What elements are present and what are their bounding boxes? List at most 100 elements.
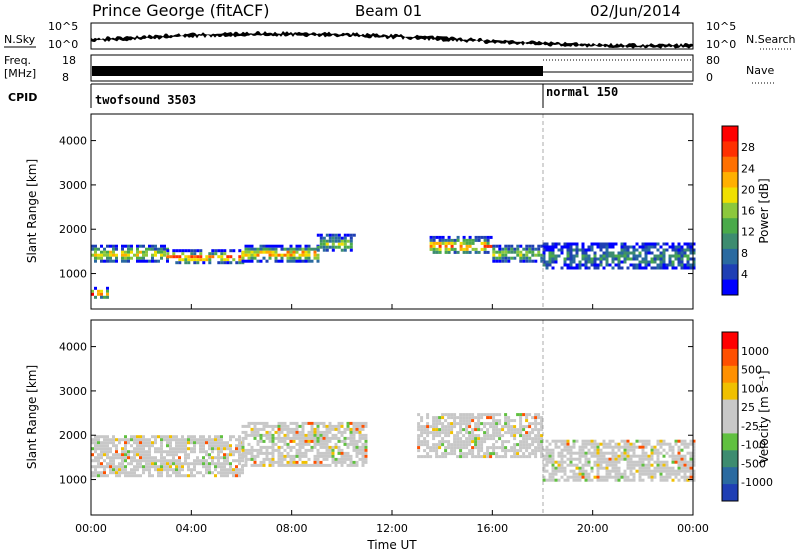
velocity-cell xyxy=(325,457,329,461)
power-cell xyxy=(456,250,460,254)
power-cell xyxy=(492,256,496,260)
velocity-cell xyxy=(668,448,672,452)
velocity-cell xyxy=(531,443,535,447)
velocity-cell xyxy=(241,442,245,446)
velocity-cell xyxy=(256,463,260,467)
velocity-cell xyxy=(298,424,302,428)
velocity-cell xyxy=(507,449,511,453)
velocity-cell xyxy=(516,443,520,447)
power-cell xyxy=(280,253,284,257)
velocity-cell xyxy=(542,478,546,482)
velocity-cell xyxy=(522,428,526,432)
velocity-cell xyxy=(178,465,181,469)
velocity-cell xyxy=(593,451,597,455)
velocity-cell xyxy=(217,459,220,463)
power-cell xyxy=(316,248,320,252)
velocity-cell xyxy=(575,439,579,443)
velocity-colorbar-label: Velocity [m s⁻¹] xyxy=(757,370,771,463)
power-cell xyxy=(121,244,124,248)
velocity-cell xyxy=(211,456,214,460)
velocity-cell xyxy=(495,419,499,423)
nsky-label: N.Sky xyxy=(4,33,36,46)
power-cell xyxy=(319,236,323,240)
velocity-cell xyxy=(355,430,359,434)
freq-strip: Freq. [MHz] 18 8 80 0 Nave xyxy=(4,54,776,84)
power-cell xyxy=(319,233,323,237)
power-cell xyxy=(498,259,502,263)
velocity-cell xyxy=(516,431,520,435)
velocity-cell xyxy=(124,459,127,463)
velocity-cell xyxy=(647,457,651,461)
velocity-cell xyxy=(540,449,544,453)
velocity-cell xyxy=(683,454,687,458)
power-cell xyxy=(626,251,630,255)
velocity-cell xyxy=(358,457,362,461)
velocity-cell xyxy=(483,431,487,435)
velocity-cell xyxy=(426,428,430,432)
power-cell xyxy=(665,248,669,252)
power-cell xyxy=(656,257,660,261)
power-cell xyxy=(501,253,505,257)
velocity-cell xyxy=(426,413,430,417)
velocity-cell xyxy=(522,440,526,444)
velocity-cell xyxy=(447,416,451,420)
power-cell xyxy=(277,259,281,263)
velocity-cell xyxy=(325,445,329,449)
power-cell xyxy=(322,248,326,252)
velocity-cell xyxy=(232,471,235,475)
power-cell xyxy=(545,245,549,249)
power-cell xyxy=(112,247,115,251)
velocity-cell xyxy=(537,431,541,435)
velocity-cell xyxy=(423,431,427,435)
velocity-cell xyxy=(537,440,541,444)
power-cell xyxy=(136,253,139,257)
power-cell xyxy=(307,244,311,248)
velocity-cell xyxy=(163,462,166,466)
power-cell xyxy=(492,253,496,257)
velocity-cell xyxy=(578,472,582,476)
velocity-cell xyxy=(545,469,549,473)
velocity-cell xyxy=(563,478,567,482)
velocity-cell xyxy=(590,454,594,458)
velocity-cell xyxy=(650,454,654,458)
velocity-cell xyxy=(534,455,538,459)
velocity-cell xyxy=(238,474,241,478)
velocity-cell xyxy=(602,445,606,449)
velocity-cell xyxy=(569,475,573,479)
velocity-cell xyxy=(121,450,124,454)
velocity-colorbar-tick: 1000 xyxy=(741,345,769,358)
power-cell xyxy=(193,261,197,265)
power-cell xyxy=(617,266,621,270)
velocity-cell xyxy=(647,472,651,476)
velocity-cell xyxy=(459,425,463,429)
velocity-cell xyxy=(489,425,493,429)
velocity-cell xyxy=(175,465,178,469)
power-cell xyxy=(139,244,142,248)
velocity-cell xyxy=(683,460,687,464)
power-cell xyxy=(677,242,681,246)
velocity-cell xyxy=(626,454,630,458)
velocity-cell xyxy=(358,448,362,452)
velocity-cell xyxy=(563,469,567,473)
power-cell xyxy=(593,263,597,267)
velocity-cell xyxy=(492,422,496,426)
power-cell xyxy=(205,255,209,259)
power-cell xyxy=(328,233,332,237)
power-cell xyxy=(495,259,499,263)
power-cell xyxy=(121,256,124,260)
velocity-cell xyxy=(172,459,175,463)
power-cell xyxy=(471,247,475,251)
velocity-cell xyxy=(124,438,127,442)
power-cell xyxy=(349,239,353,243)
velocity-cell xyxy=(91,459,94,463)
velocity-cell xyxy=(364,451,368,455)
velocity-cell xyxy=(614,445,618,449)
power-cell xyxy=(280,244,284,248)
velocity-cell xyxy=(683,445,687,449)
velocity-cell xyxy=(623,475,627,479)
power-cell xyxy=(343,248,347,252)
power-cell xyxy=(301,250,305,254)
power-cell xyxy=(328,236,332,240)
velocity-cell xyxy=(190,435,193,439)
velocity-cell xyxy=(184,462,187,466)
